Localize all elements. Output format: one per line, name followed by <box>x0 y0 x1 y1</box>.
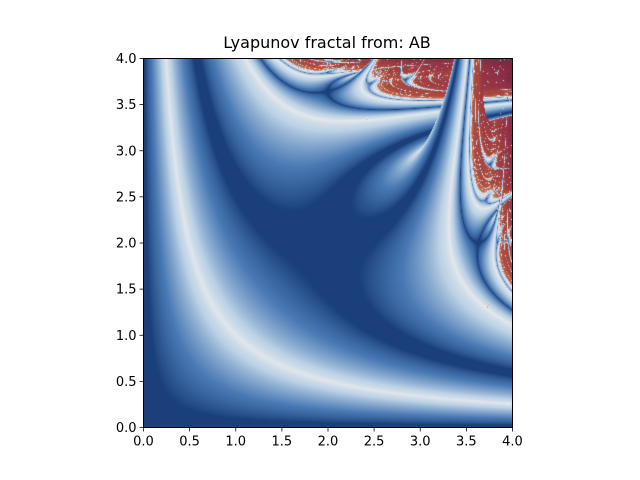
y-tick-label: 0.0 <box>116 421 137 436</box>
chart-title: Lyapunov fractal from: AB <box>223 33 431 52</box>
y-tick-label: 3.5 <box>116 98 137 113</box>
lyapunov-fractal-image <box>143 58 512 427</box>
x-tick-label: 2.0 <box>318 435 339 450</box>
x-tick-label: 1.5 <box>272 435 293 450</box>
y-tick-label: 4.0 <box>116 52 137 67</box>
x-tick-label: 4.0 <box>502 435 523 450</box>
y-tick-label: 3.0 <box>116 144 137 159</box>
y-tick-label: 2.0 <box>116 237 137 252</box>
y-tick-label: 2.5 <box>116 190 137 205</box>
x-tick-label: 0.5 <box>179 435 200 450</box>
y-tick-label: 1.0 <box>116 329 137 344</box>
x-tick-label: 2.5 <box>364 435 385 450</box>
y-tick-label: 0.5 <box>116 375 137 390</box>
y-tick-label: 1.5 <box>116 283 137 298</box>
x-tick-label: 3.5 <box>456 435 477 450</box>
x-tick-label: 1.0 <box>225 435 246 450</box>
x-tick-label: 3.0 <box>410 435 431 450</box>
plot-frame <box>143 58 513 428</box>
y-axis: 0.0 0.5 1.0 1.5 2.0 2.5 3.0 3.5 4.0 <box>116 52 144 436</box>
x-axis: 0.0 0.5 1.0 1.5 2.0 2.5 3.0 3.5 4.0 <box>133 427 523 450</box>
x-tick-label: 0.0 <box>133 435 154 450</box>
